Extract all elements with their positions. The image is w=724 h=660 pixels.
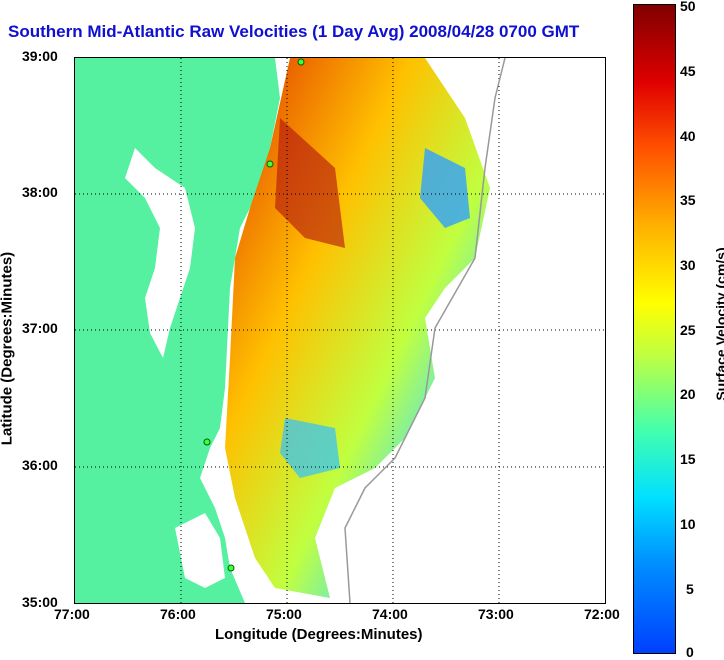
colorbar-tick: 5	[686, 581, 694, 597]
colorbar-tick: 30	[680, 257, 696, 273]
map-title: Southern Mid-Atlantic Raw Velocities (1 …	[8, 22, 580, 41]
colorbar-tick: 10	[680, 516, 696, 532]
y-axis-label: Latitude (Degrees:Minutes)	[0, 251, 16, 446]
land-mass	[75, 58, 280, 603]
x-tick: 72:00	[584, 606, 620, 622]
colorbar-tick: 35	[680, 192, 696, 208]
pamlico-sound	[175, 513, 225, 588]
y-tick: 35:00	[22, 594, 58, 610]
colorbar-tick: 0	[686, 644, 694, 660]
high-velocity-core	[275, 118, 345, 248]
radar-sites	[203, 58, 305, 572]
map-plot-area[interactable]	[74, 57, 606, 604]
low-velocity-zone	[420, 148, 470, 228]
colorbar-tick: 50	[680, 0, 696, 14]
x-tick: 73:00	[478, 606, 514, 622]
x-axis-label: Longitude (Degrees:Minutes)	[215, 626, 423, 643]
chesapeake-bay	[125, 148, 195, 358]
x-tick: 75:00	[266, 606, 302, 622]
colorbar-label: Surface Velocity (cm/s)	[713, 247, 724, 401]
x-tick: 74:00	[372, 606, 408, 622]
y-tick: 36:00	[22, 457, 58, 473]
colorbar-tick: 15	[680, 451, 696, 467]
low-velocity-zone-south	[280, 418, 340, 478]
x-tick: 77:00	[54, 606, 90, 622]
shelf-contour	[344, 58, 506, 603]
colorbar	[633, 4, 676, 654]
colorbar-tick: 25	[680, 322, 696, 338]
velocity-map	[75, 58, 605, 603]
y-tick: 37:00	[22, 320, 58, 336]
y-tick: 39:00	[22, 48, 58, 64]
y-tick: 38:00	[22, 184, 58, 200]
colorbar-tick: 40	[680, 128, 696, 144]
x-tick: 76:00	[160, 606, 196, 622]
colorbar-tick: 20	[680, 386, 696, 402]
colorbar-tick: 45	[680, 63, 696, 79]
grid-lines	[75, 58, 605, 603]
